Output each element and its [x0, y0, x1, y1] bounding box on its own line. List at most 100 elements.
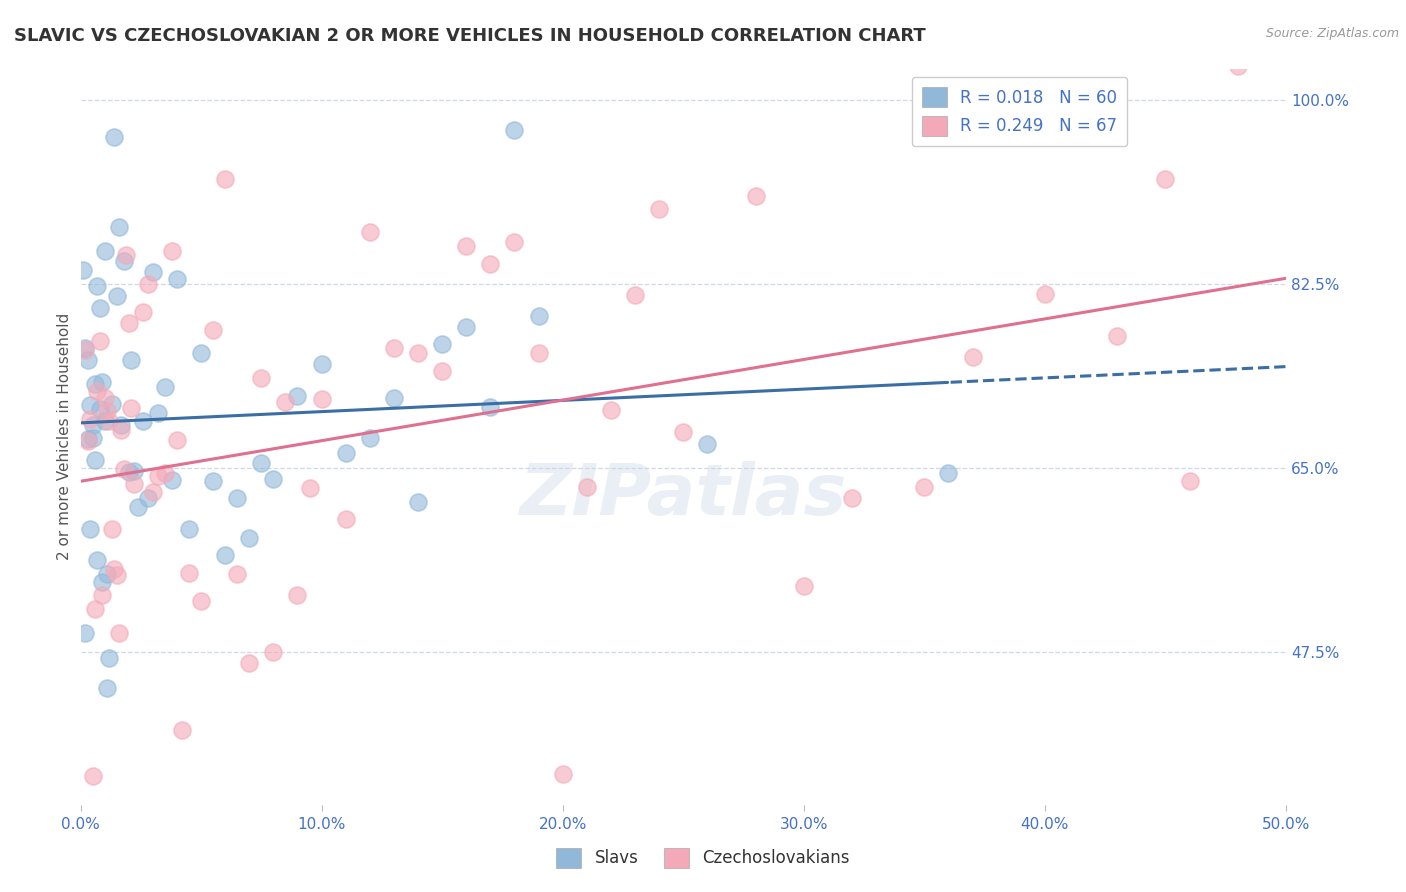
Point [112, 254, 135, 268]
Point [101, 397, 124, 411]
Text: ZIPatlas: ZIPatlas [520, 461, 846, 530]
Point [382, 341, 405, 355]
Point [93, 244, 115, 258]
Point [938, 466, 960, 480]
Point [430, 337, 453, 351]
Point [527, 310, 550, 324]
Point [160, 244, 183, 259]
Point [82, 431, 104, 445]
Point [744, 189, 766, 203]
Point [82, 417, 104, 432]
Y-axis label: 2 or more Vehicles in Household: 2 or more Vehicles in Household [58, 313, 72, 560]
Point [115, 248, 138, 262]
Point [120, 353, 142, 368]
Point [1178, 474, 1201, 488]
Point [82, 769, 104, 783]
Point [96, 681, 118, 695]
Point [170, 723, 193, 738]
Point [250, 371, 273, 385]
Point [79, 522, 101, 536]
Point [177, 522, 200, 536]
Point [132, 305, 155, 319]
Point [250, 456, 273, 470]
Point [89, 402, 111, 417]
Point [89, 334, 111, 348]
Point [648, 202, 671, 217]
Point [166, 271, 188, 285]
Point [136, 277, 159, 291]
Point [190, 593, 212, 607]
Point [86, 553, 108, 567]
Point [238, 531, 260, 545]
Point [108, 625, 131, 640]
Point [96, 567, 118, 582]
Text: SLAVIC VS CZECHOSLOVAKIAN 2 OR MORE VEHICLES IN HOUSEHOLD CORRELATION CHART: SLAVIC VS CZECHOSLOVAKIAN 2 OR MORE VEHI… [14, 27, 925, 45]
Point [624, 287, 647, 301]
Point [912, 480, 935, 494]
Point [160, 473, 183, 487]
Point [136, 491, 159, 505]
Point [84, 602, 107, 616]
Point [142, 484, 165, 499]
Point [103, 561, 125, 575]
Point [406, 345, 429, 359]
Point [190, 346, 212, 360]
Point [456, 239, 478, 253]
Point [91, 375, 114, 389]
Point [110, 424, 132, 438]
Point [359, 225, 381, 239]
Point [430, 364, 453, 378]
Point [274, 394, 297, 409]
Point [1154, 172, 1177, 186]
Point [132, 414, 155, 428]
Point [335, 446, 357, 460]
Point [79, 398, 101, 412]
Point [146, 469, 169, 483]
Point [311, 357, 333, 371]
Point [127, 500, 149, 514]
Point [91, 588, 114, 602]
Point [93, 414, 115, 428]
Point [89, 301, 111, 316]
Point [98, 414, 121, 428]
Point [527, 346, 550, 360]
Point [142, 265, 165, 279]
Point [96, 403, 118, 417]
Point [406, 495, 429, 509]
Point [359, 431, 381, 445]
Point [575, 480, 598, 494]
Point [479, 401, 502, 415]
Point [287, 588, 309, 602]
Point [76, 434, 98, 448]
Point [118, 465, 141, 479]
Point [72, 263, 94, 277]
Legend: Slavs, Czechoslovakians: Slavs, Czechoslovakians [550, 841, 856, 875]
Point [127, 877, 149, 891]
Point [86, 384, 108, 399]
Point [118, 316, 141, 330]
Point [86, 279, 108, 293]
Point [962, 350, 984, 364]
Point [600, 403, 623, 417]
Point [1226, 59, 1249, 73]
Point [841, 491, 863, 506]
Point [287, 389, 309, 403]
Point [262, 472, 284, 486]
Point [93, 391, 115, 405]
Point [98, 651, 121, 665]
Point [335, 512, 357, 526]
Point [456, 320, 478, 334]
Point [479, 257, 502, 271]
Point [91, 574, 114, 589]
Point [101, 522, 124, 536]
Point [75, 343, 97, 357]
Point [793, 579, 815, 593]
Point [1033, 287, 1056, 301]
Point [84, 453, 107, 467]
Point [146, 406, 169, 420]
Point [166, 433, 188, 447]
Point [76, 352, 98, 367]
Point [696, 437, 718, 451]
Point [298, 481, 321, 495]
Point [382, 391, 405, 405]
